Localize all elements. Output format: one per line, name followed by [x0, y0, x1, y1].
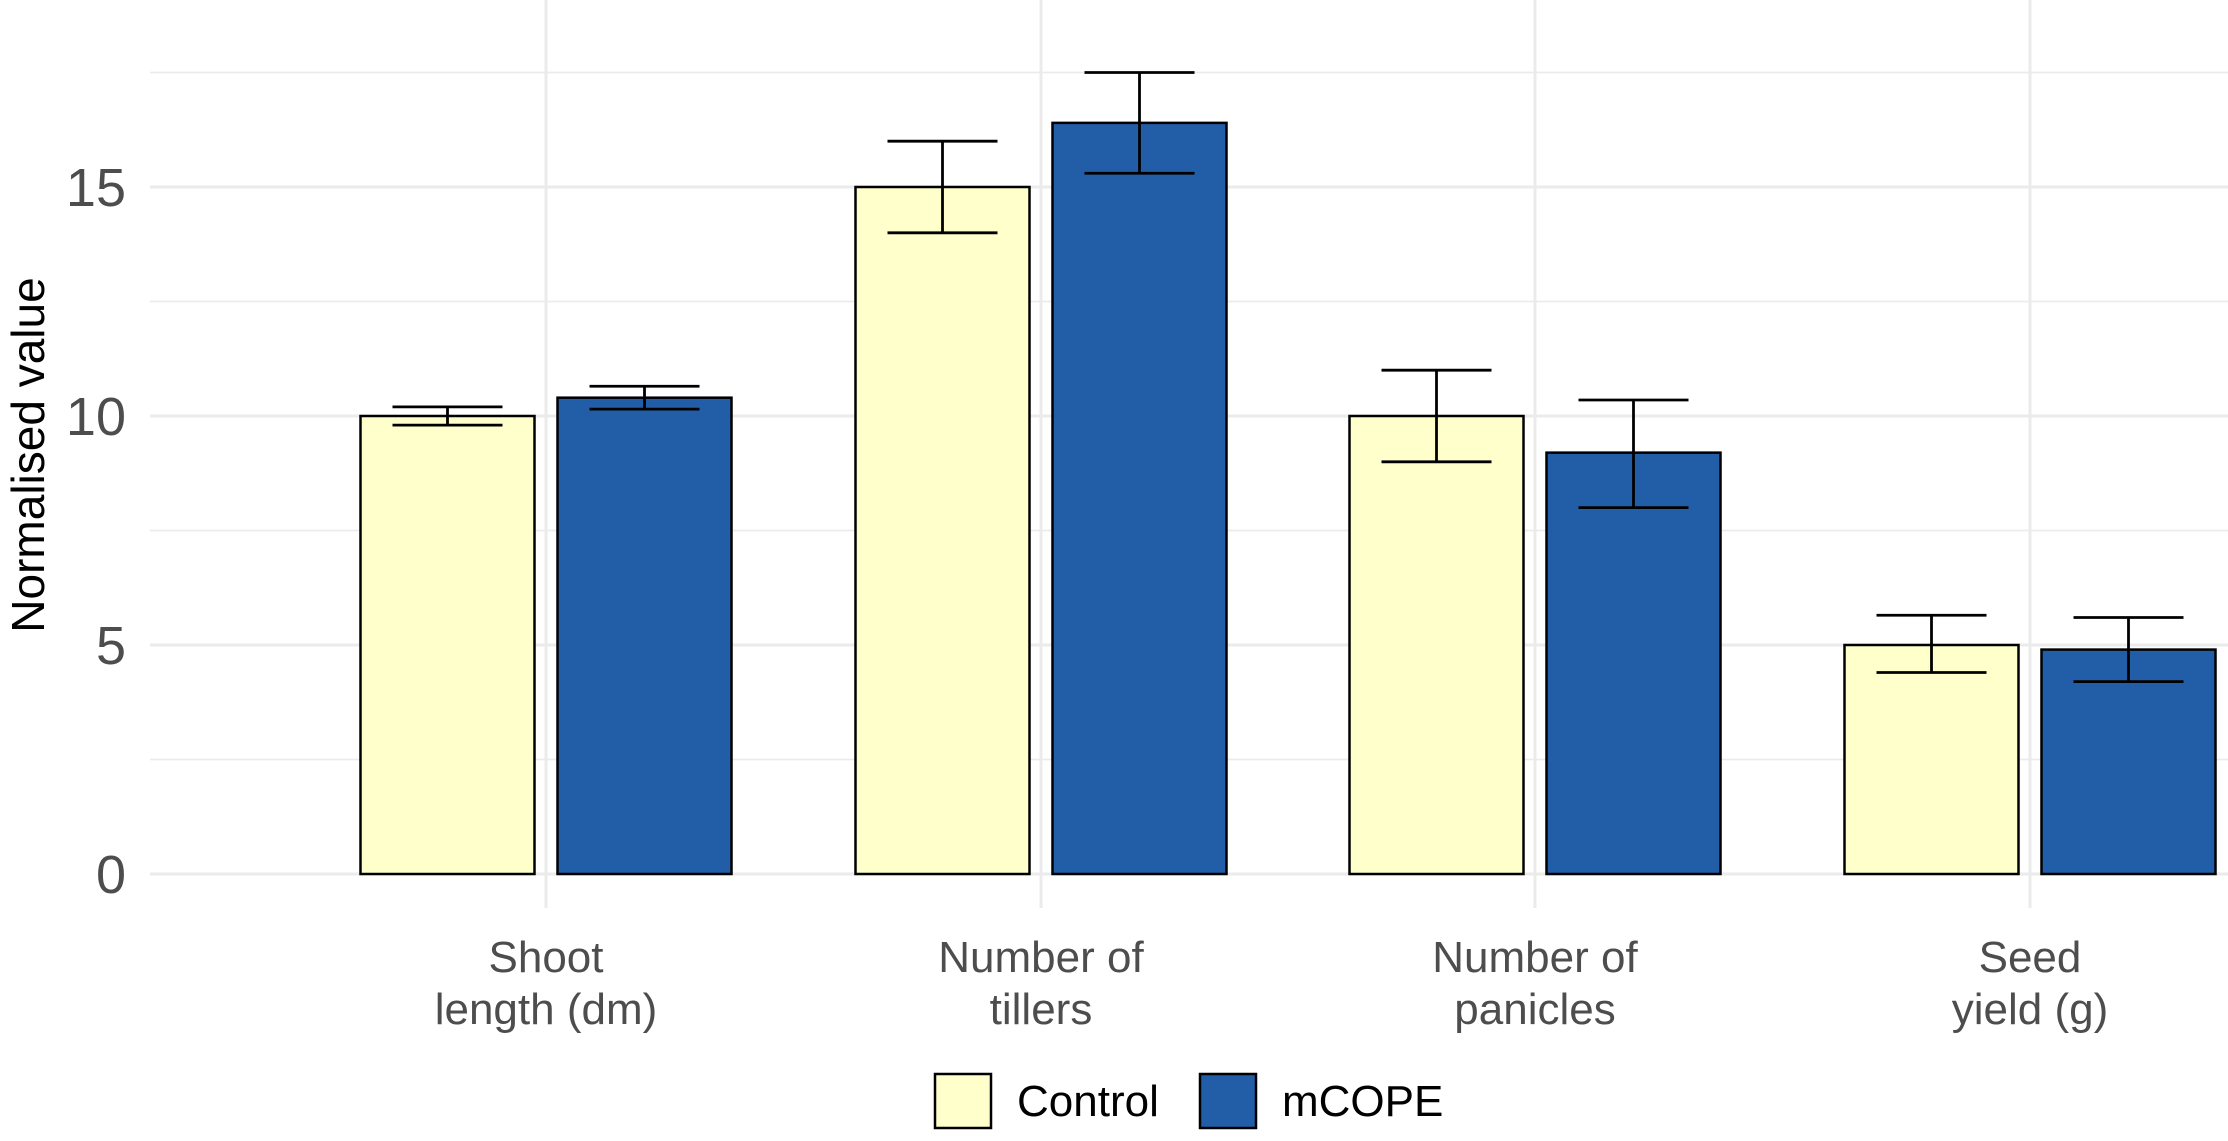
error-bar-mcope-2	[1578, 398, 1689, 510]
x-category-label-line: Number of	[1432, 933, 1638, 982]
x-category-label: Shoot length (dm)	[435, 933, 658, 1034]
bar-control-3	[1843, 643, 2020, 876]
error-bar-mcope-3	[2073, 616, 2184, 684]
legend-label: mCOPE	[1282, 1077, 1443, 1126]
x-category-label: Number of panicles	[1432, 933, 1638, 1034]
error-bar-control-3	[1876, 613, 1987, 674]
x-category-label: Seed yield (g)	[1952, 933, 2109, 1034]
bar-control-0	[359, 414, 536, 876]
x-category-label-line: length (dm)	[435, 985, 658, 1034]
y-tick-label: 0	[96, 845, 126, 905]
x-category-label-line: Shoot	[489, 933, 604, 982]
x-category-label: Number of tillers	[938, 933, 1144, 1034]
bar-mcope-1	[1051, 121, 1228, 876]
x-category-label-line: panicles	[1454, 985, 1615, 1034]
x-category-label-line: yield (g)	[1952, 985, 2109, 1034]
error-bar-control-0	[392, 405, 503, 427]
y-tick-label: 15	[66, 158, 126, 218]
y-axis-ticks: 0 5 10 15	[66, 158, 126, 905]
legend: Control mCOPE	[933, 1072, 1443, 1130]
legend-swatch	[933, 1072, 993, 1130]
legend-item-mcope: mCOPE	[1198, 1072, 1443, 1130]
x-category-label-line: tillers	[990, 985, 1093, 1034]
y-tick-label: 10	[66, 387, 126, 447]
x-category-label-line: Number of	[938, 933, 1144, 982]
error-bar-control-2	[1381, 368, 1492, 464]
legend-swatch	[1198, 1072, 1258, 1130]
bar-mcope-0	[556, 396, 733, 876]
bars	[359, 121, 2217, 876]
bar-control-1	[854, 185, 1031, 876]
error-bars	[392, 71, 2184, 684]
legend-item-control: Control	[933, 1072, 1159, 1130]
bar-mcope-3	[2040, 648, 2217, 876]
x-category-label-line: Seed	[1979, 933, 2082, 982]
error-bar-mcope-1	[1084, 71, 1195, 175]
error-bar-control-1	[887, 139, 998, 235]
error-bar-mcope-0	[589, 384, 700, 411]
legend-label: Control	[1017, 1077, 1159, 1126]
bar-control-2	[1348, 414, 1525, 876]
y-tick-label: 5	[96, 616, 126, 676]
bar-mcope-2	[1545, 451, 1722, 876]
y-axis-title: Normalised value	[2, 277, 54, 632]
